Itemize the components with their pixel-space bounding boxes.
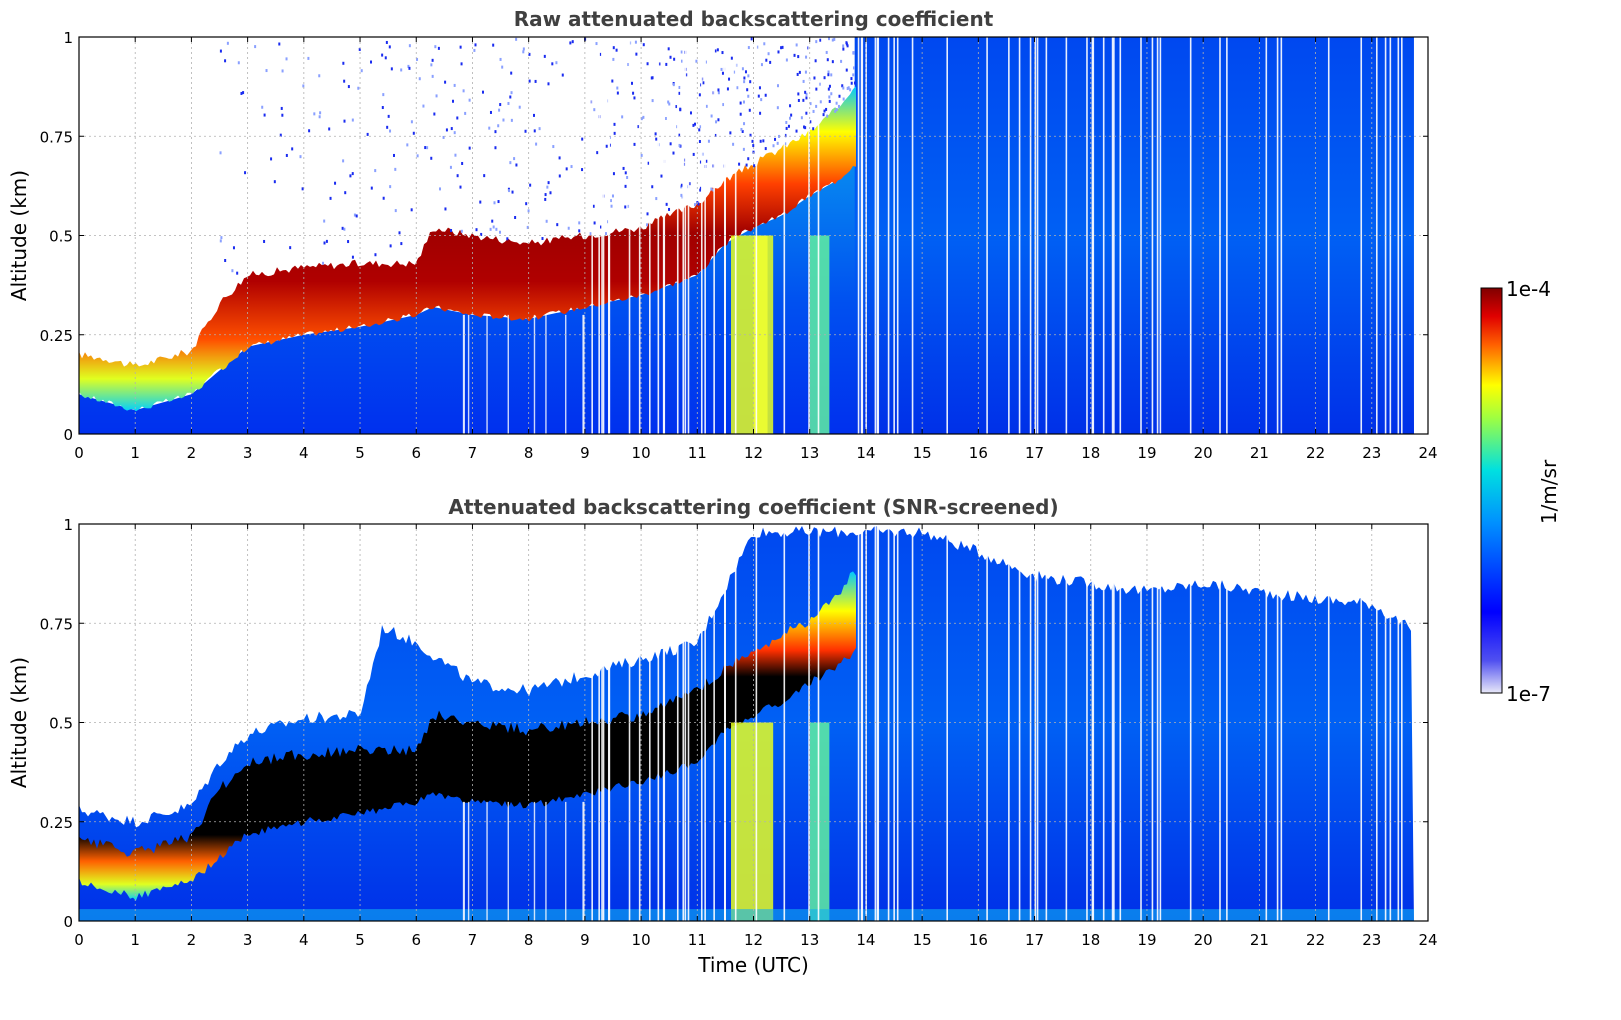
x-tick-label: 2 <box>187 444 197 462</box>
x-tick-label: 10 <box>632 444 651 462</box>
x-tick-label: 4 <box>299 444 309 462</box>
x-tick-label: 8 <box>524 444 534 462</box>
x-tick-label: 18 <box>1081 931 1100 949</box>
y-tick-label: 0.5 <box>49 228 73 246</box>
x-tick-label: 6 <box>411 931 421 949</box>
x-tick-label: 7 <box>468 444 478 462</box>
x-tick-label: 23 <box>1362 444 1381 462</box>
chart-title: Attenuated backscattering coefficient (S… <box>448 495 1058 519</box>
x-tick-label: 18 <box>1081 444 1100 462</box>
x-tick-label: 14 <box>856 444 875 462</box>
x-tick-label: 7 <box>468 931 478 949</box>
x-tick-label: 15 <box>913 931 932 949</box>
x-tick-label: 24 <box>1418 444 1437 462</box>
x-tick-label: 2 <box>187 931 197 949</box>
surface-strip <box>79 909 1414 921</box>
x-tick-label: 15 <box>913 444 932 462</box>
y-tick-label: 0 <box>63 426 73 444</box>
colorbar-max-label: 1e-4 <box>1506 277 1551 301</box>
colorbar-gradient <box>1480 287 1503 694</box>
colorbar-label: 1/m/sr <box>1537 459 1561 524</box>
precip-column <box>731 722 774 921</box>
x-tick-label: 20 <box>1194 444 1213 462</box>
x-tick-label: 1 <box>130 444 140 462</box>
y-axis-label: Altitude (km) <box>7 657 31 788</box>
x-tick-label: 13 <box>800 931 819 949</box>
y-tick-label: 1 <box>63 29 73 47</box>
x-tick-label: 13 <box>800 444 819 462</box>
x-tick-label: 9 <box>580 931 590 949</box>
y-tick-label: 0.25 <box>40 327 73 345</box>
x-tick-label: 17 <box>1025 931 1044 949</box>
x-tick-label: 3 <box>243 931 253 949</box>
x-tick-label: 12 <box>744 931 763 949</box>
aerosol-layer <box>79 86 856 412</box>
x-tick-label: 14 <box>856 931 875 949</box>
x-tick-label: 17 <box>1025 444 1044 462</box>
x-tick-label: 21 <box>1250 931 1269 949</box>
y-tick-label: 0.75 <box>40 615 73 633</box>
saturated-layer <box>79 571 856 901</box>
y-axis-label: Altitude (km) <box>7 170 31 301</box>
chart-title: Raw attenuated backscattering coefficien… <box>514 7 994 31</box>
chart-panel-1: Raw attenuated backscattering coefficien… <box>7 7 1438 462</box>
x-tick-label: 8 <box>524 931 534 949</box>
y-tick-label: 0.5 <box>49 715 73 733</box>
x-tick-label: 22 <box>1306 444 1325 462</box>
x-tick-label: 12 <box>744 444 763 462</box>
x-tick-label: 20 <box>1194 931 1213 949</box>
x-tick-label: 1 <box>130 931 140 949</box>
y-tick-label: 0 <box>63 913 73 931</box>
colorbar-min-label: 1e-7 <box>1506 682 1551 706</box>
x-tick-label: 23 <box>1362 931 1381 949</box>
x-tick-label: 5 <box>355 444 365 462</box>
noise-speckle <box>219 37 856 275</box>
chart-panel-2: Attenuated backscattering coefficient (S… <box>7 495 1438 977</box>
x-tick-label: 11 <box>688 931 707 949</box>
x-tick-label: 4 <box>299 931 309 949</box>
x-tick-label: 0 <box>74 444 84 462</box>
x-tick-label: 22 <box>1306 931 1325 949</box>
y-tick-label: 1 <box>63 516 73 534</box>
x-tick-label: 19 <box>1137 444 1156 462</box>
x-tick-label: 5 <box>355 931 365 949</box>
x-tick-label: 16 <box>969 444 988 462</box>
x-tick-label: 16 <box>969 931 988 949</box>
grid <box>78 36 1429 435</box>
x-tick-label: 3 <box>243 444 253 462</box>
x-tick-label: 21 <box>1250 444 1269 462</box>
y-tick-label: 0.25 <box>40 814 73 832</box>
x-tick-label: 11 <box>688 444 707 462</box>
x-tick-label: 6 <box>411 444 421 462</box>
x-tick-label: 10 <box>632 931 651 949</box>
x-tick-label: 19 <box>1137 931 1156 949</box>
x-tick-label: 9 <box>580 444 590 462</box>
x-axis-label: Time (UTC) <box>697 953 809 977</box>
x-tick-label: 24 <box>1418 931 1437 949</box>
colorbar: 1e-4 1e-7 1/m/sr <box>1480 277 1561 706</box>
y-tick-label: 0.75 <box>40 128 73 146</box>
x-tick-label: 0 <box>74 931 84 949</box>
